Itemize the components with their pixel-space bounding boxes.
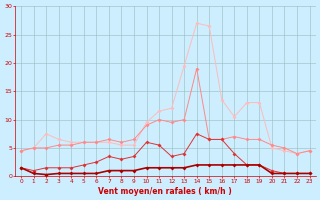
X-axis label: Vent moyen/en rafales ( km/h ): Vent moyen/en rafales ( km/h )	[99, 187, 232, 196]
